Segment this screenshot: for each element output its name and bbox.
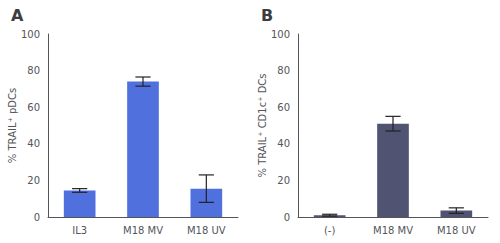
svg-text:M18 MV: M18 MV (373, 225, 413, 236)
svg-text:(-): (-) (324, 225, 336, 236)
svg-text:60: 60 (27, 102, 40, 113)
svg-text:100: 100 (271, 29, 290, 40)
svg-text:60: 60 (277, 102, 290, 113)
svg-text:80: 80 (27, 65, 40, 76)
svg-text:% TRAIL⁺ pDCs: % TRAIL⁺ pDCs (7, 88, 18, 163)
svg-text:0: 0 (284, 212, 290, 223)
svg-text:80: 80 (277, 65, 290, 76)
svg-text:A: A (11, 6, 24, 25)
svg-text:M18 UV: M18 UV (187, 225, 226, 236)
svg-text:% TRAIL⁺ CD1c⁺ DCs: % TRAIL⁺ CD1c⁺ DCs (257, 73, 268, 177)
svg-text:M18 UV: M18 UV (437, 225, 476, 236)
svg-text:20: 20 (27, 175, 40, 186)
svg-text:M18 MV: M18 MV (123, 225, 163, 236)
svg-text:B: B (261, 6, 273, 25)
svg-text:20: 20 (277, 175, 290, 186)
svg-text:0: 0 (34, 212, 40, 223)
svg-text:IL3: IL3 (72, 225, 87, 236)
svg-text:40: 40 (277, 138, 290, 149)
svg-text:40: 40 (27, 138, 40, 149)
svg-text:100: 100 (21, 29, 40, 40)
